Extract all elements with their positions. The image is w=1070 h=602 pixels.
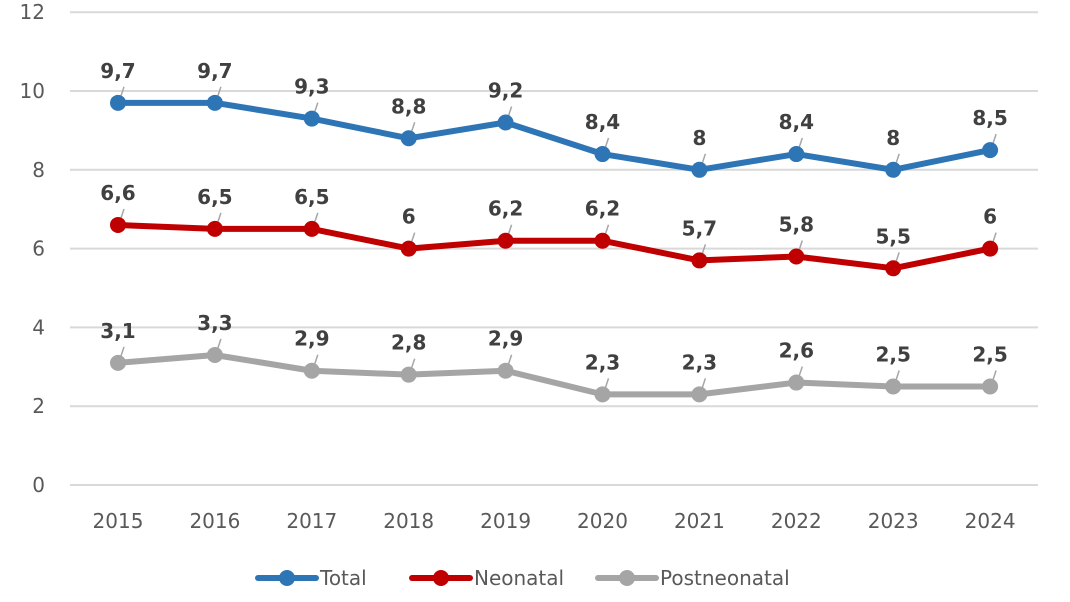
data-point <box>788 248 805 265</box>
data-label: 9,7 <box>197 59 232 83</box>
data-label: 2,5 <box>875 343 910 367</box>
data-point <box>400 240 417 257</box>
x-axis-ticks: 2015 2016 2017 2018 2019 2020 2021 2022 2023 2024 <box>93 509 1016 533</box>
x-tick-label: 2015 <box>93 509 144 533</box>
x-tick-label: 2023 <box>868 509 919 533</box>
data-label: 8,4 <box>585 110 620 134</box>
data-point <box>497 114 514 131</box>
series-group: 9,7 9,79,38,89,28,488,488,56,6 6,5 6,56 6,2 6… <box>100 59 1008 403</box>
series-line <box>115 351 994 398</box>
y-tick-label: 4 <box>32 315 45 339</box>
data-label: 8 <box>692 126 706 150</box>
x-tick-label: 2022 <box>771 509 822 533</box>
data-label: 8 <box>886 126 900 150</box>
data-point <box>885 260 902 277</box>
data-label: 6,2 <box>585 197 620 221</box>
data-point <box>982 240 999 257</box>
series-postneonatal: 3,1 3,3 2,9 2,8 2,9 2,3 2,3 2,6 2,5 2,5 <box>100 311 1008 403</box>
legend-marker-icon <box>619 570 635 586</box>
data-label: 9,3 <box>294 75 329 99</box>
data-label: 2,8 <box>391 331 426 355</box>
series-line <box>115 221 994 272</box>
data-label: 2,9 <box>294 327 329 351</box>
data-point <box>303 362 320 379</box>
legend-marker-icon <box>433 570 449 586</box>
data-point <box>691 161 708 178</box>
data-label: 2,5 <box>972 343 1007 367</box>
data-point <box>691 386 708 403</box>
legend-item-postneonatal: Postneonatal <box>595 566 790 590</box>
data-label: 8,5 <box>972 106 1007 130</box>
data-label: 5,7 <box>682 216 717 240</box>
data-point <box>788 374 805 391</box>
legend: Total Neonatal Postneonatal <box>255 566 790 590</box>
x-tick-label: 2017 <box>286 509 337 533</box>
data-point <box>303 220 320 237</box>
data-point <box>110 354 126 371</box>
data-point <box>885 161 902 178</box>
x-tick-label: 2020 <box>577 509 628 533</box>
data-label: 9,2 <box>488 79 523 103</box>
data-label: 3,3 <box>197 311 232 335</box>
legend-label: Neonatal <box>474 566 564 590</box>
data-point <box>982 378 999 395</box>
data-point <box>110 216 126 233</box>
data-label: 5,8 <box>779 212 814 236</box>
legend-marker-icon <box>279 570 295 586</box>
series-line <box>115 99 994 173</box>
data-label: 6 <box>983 205 997 229</box>
data-label: 2,3 <box>682 350 717 374</box>
data-point <box>982 142 999 159</box>
data-label: 6,5 <box>197 185 232 209</box>
x-tick-label: 2021 <box>674 509 725 533</box>
data-point <box>885 378 902 395</box>
data-label: 8,8 <box>391 94 426 118</box>
gridlines <box>70 11 1038 486</box>
data-label: 9,7 <box>100 59 135 83</box>
data-point <box>110 94 126 111</box>
data-label: 2,9 <box>488 327 523 351</box>
data-point <box>691 252 708 269</box>
y-tick-label: 8 <box>32 158 45 182</box>
data-point <box>788 146 805 163</box>
series-neonatal: 6,6 6,5 6,5 6 6,2 6,2 5,7 5,8 5,5 6 <box>100 181 999 277</box>
x-tick-label: 2024 <box>965 509 1016 533</box>
data-label: 6,5 <box>294 185 329 209</box>
series-total: 9,7 9,7 9,3 8,8 9,2 8,4 8 8,4 8 8,5 <box>100 59 1008 178</box>
x-tick-label: 2016 <box>189 509 240 533</box>
data-point <box>497 232 514 249</box>
y-tick-label: 0 <box>32 473 45 497</box>
data-label: 2,3 <box>585 350 620 374</box>
data-point <box>594 146 611 163</box>
y-tick-label: 6 <box>32 237 45 261</box>
x-tick-label: 2018 <box>383 509 434 533</box>
data-point <box>594 232 611 249</box>
data-label: 3,1 <box>100 319 135 343</box>
data-point <box>400 130 417 147</box>
data-point <box>206 220 223 237</box>
y-tick-label: 12 <box>20 0 45 24</box>
data-point <box>303 110 320 127</box>
data-label: 6,6 <box>100 181 135 205</box>
data-label: 2,6 <box>779 339 814 363</box>
x-tick-label: 2019 <box>480 509 531 533</box>
data-label: 5,5 <box>875 224 910 248</box>
legend-label: Total <box>319 566 367 590</box>
data-label: 6 <box>402 205 416 229</box>
data-point <box>206 346 223 363</box>
legend-item-neonatal: Neonatal <box>409 566 564 590</box>
legend-label: Postneonatal <box>660 566 790 590</box>
y-axis-ticks: 0 2 4 6 8 10 12 <box>20 0 45 497</box>
y-tick-label: 2 <box>32 394 45 418</box>
data-point <box>497 362 514 379</box>
data-point <box>400 366 417 383</box>
data-point <box>594 386 611 403</box>
data-point <box>206 94 223 111</box>
legend-item-total: Total <box>255 566 367 590</box>
y-tick-label: 10 <box>20 79 45 103</box>
data-label: 8,4 <box>779 110 814 134</box>
data-label: 6,2 <box>488 197 523 221</box>
